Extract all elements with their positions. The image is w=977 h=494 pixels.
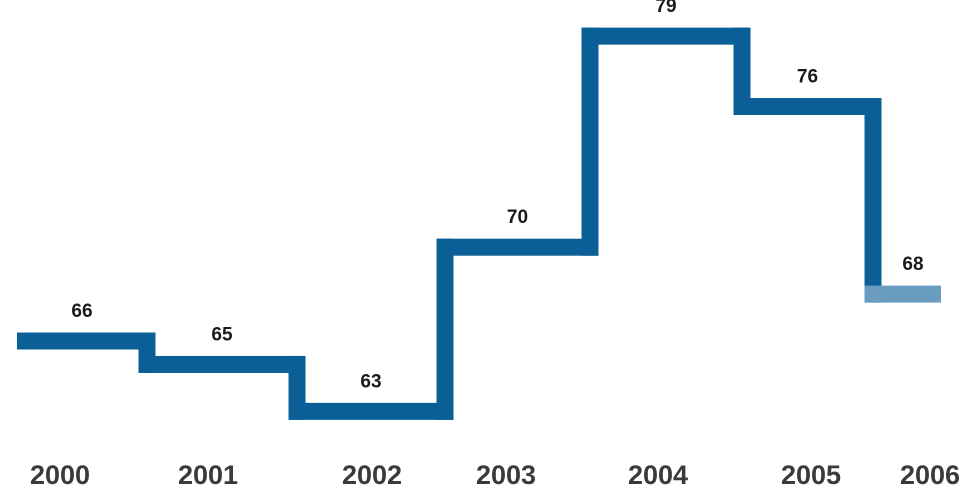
x-tick-label-2006: 2006 [900,460,960,490]
step-segment-2004 [581,27,751,45]
step-segment-2001 [138,355,306,373]
step-segment-2000 [17,332,156,350]
data-label-2002: 63 [360,371,381,392]
data-label-2004: 79 [655,0,676,17]
step-series [17,27,941,420]
step-riser-2004-2005 [733,27,751,115]
x-tick-label-2005: 2005 [781,460,841,490]
step-riser-2005-2006 [864,98,882,303]
step-segment-2006 [864,285,941,303]
step-riser-2003-2004 [581,27,599,256]
step-segment-2002 [288,402,454,420]
step-segment-2005 [733,98,882,115]
x-tick-label-2001: 2001 [178,460,238,490]
step-riser-2002-2003 [436,238,454,420]
data-label-2006: 68 [902,254,923,275]
x-tick-label-2003: 2003 [476,460,536,490]
data-label-2001: 65 [211,324,233,345]
data-label-2000: 66 [71,301,92,322]
data-labels: 66 65 63 70 79 76 68 [71,0,923,392]
data-label-2005: 76 [797,67,818,88]
x-axis-tick-labels: 2000 2001 2002 2003 2004 2005 2006 [30,460,960,490]
step-segment-2003 [436,238,599,256]
x-tick-label-2004: 2004 [628,460,688,490]
x-tick-label-2002: 2002 [342,460,402,490]
data-label-2003: 70 [507,207,528,228]
x-tick-label-2000: 2000 [30,460,90,490]
